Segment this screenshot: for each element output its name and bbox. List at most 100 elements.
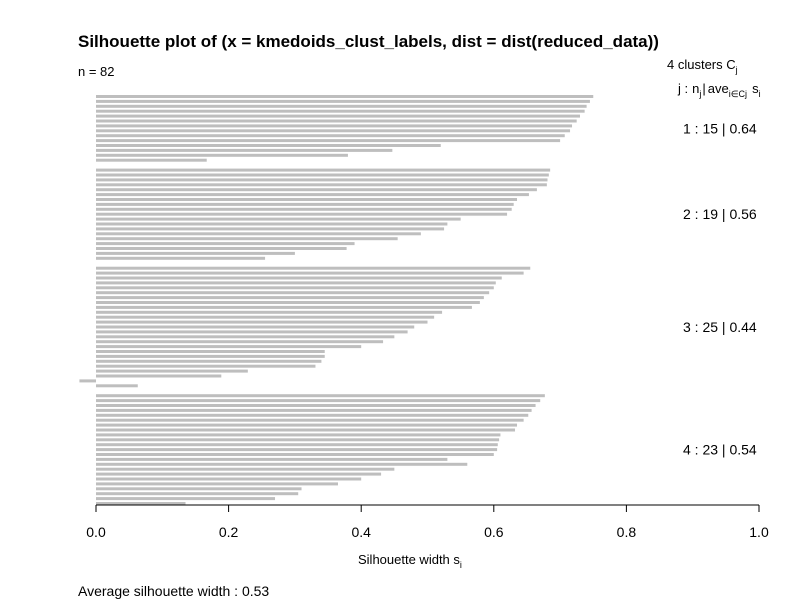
silhouette-bar-c1-11 xyxy=(96,144,441,147)
silhouette-bar-c1-1 xyxy=(96,95,594,98)
cluster-label-1: 1 : 15 | 0.64 xyxy=(683,120,757,136)
silhouette-bar-c2-7 xyxy=(96,198,518,201)
silhouette-bar-c3-9 xyxy=(96,305,472,309)
silhouette-bar-c3-15 xyxy=(96,335,395,339)
silhouette-bar-c4-23 xyxy=(96,502,186,505)
x-tick-label-4: 0.8 xyxy=(617,524,637,540)
silhouette-bar-c3-12 xyxy=(96,320,428,324)
silhouette-bar-c4-19 xyxy=(96,482,338,486)
silhouette-bar-c3-20 xyxy=(96,359,322,363)
silhouette-bar-c3-17 xyxy=(96,345,362,349)
silhouette-bar-c4-7 xyxy=(96,423,518,427)
silhouette-bar-c1-9 xyxy=(96,134,565,138)
silhouette-bar-c2-1 xyxy=(96,168,551,172)
legend-header-s: s xyxy=(752,81,759,96)
x-axis-label: Silhouette width si xyxy=(358,552,462,570)
silhouette-bar-c4-13 xyxy=(96,453,494,456)
silhouette-bar-c4-12 xyxy=(96,448,498,452)
silhouette-bar-c2-4 xyxy=(96,183,547,187)
silhouette-bar-c4-4 xyxy=(96,408,532,412)
x-tick-label-0: 0.0 xyxy=(86,524,106,540)
chart-title: Silhouette plot of (x = kmedoids_clust_l… xyxy=(78,32,659,51)
silhouette-bar-c4-1 xyxy=(96,394,545,398)
silhouette-bar-c1-6 xyxy=(96,119,577,123)
x-tick-label-2: 0.4 xyxy=(351,524,371,540)
x-axis: 0.0 0.2 0.4 0.6 0.8 1.0 xyxy=(86,504,769,540)
silhouette-bar-c3-19 xyxy=(96,354,325,358)
silhouette-bar-c4-2 xyxy=(96,399,541,403)
silhouette-bar-c2-16 xyxy=(96,242,355,246)
silhouette-bar-c4-22 xyxy=(96,497,276,501)
silhouette-bar-c2-19 xyxy=(96,256,266,260)
legend-header: j : nj| avei∈Cj si xyxy=(677,81,761,99)
silhouette-bar-c2-13 xyxy=(96,227,445,231)
silhouette-bar-c4-16 xyxy=(96,467,395,471)
silhouette-bar-c3-2 xyxy=(96,271,524,275)
silhouette-bar-c2-2 xyxy=(96,173,549,177)
x-axis-label-text: Silhouette width s xyxy=(358,552,460,567)
legend-header-j: j : xyxy=(677,81,688,96)
silhouette-bar-c3-4 xyxy=(96,281,496,285)
cluster-label-2: 2 : 19 | 0.56 xyxy=(683,206,757,222)
silhouette-bar-c3-22 xyxy=(96,369,248,373)
legend-header-ave: ave xyxy=(708,81,729,96)
silhouette-bar-c2-11 xyxy=(96,217,461,221)
silhouette-bar-c2-14 xyxy=(96,232,421,236)
silhouette-bar-c4-5 xyxy=(96,413,529,417)
silhouette-bar-c3-18 xyxy=(96,350,325,353)
x-axis-label-sub: i xyxy=(460,560,462,570)
x-tick-label-5: 1.0 xyxy=(749,524,769,540)
silhouette-bar-c1-5 xyxy=(96,114,580,118)
silhouette-bar-c4-18 xyxy=(96,477,362,481)
silhouette-bar-c1-2 xyxy=(96,99,590,103)
silhouette-bar-c3-8 xyxy=(96,301,480,304)
silhouette-bar-c4-17 xyxy=(96,472,382,476)
silhouette-bar-c3-23 xyxy=(96,374,222,378)
legend-header-s-sub: i xyxy=(759,89,761,99)
silhouette-bar-c3-21 xyxy=(96,364,316,368)
silhouette-bar-c3-5 xyxy=(96,286,494,290)
silhouette-bar-c4-11 xyxy=(96,443,498,447)
silhouette-bar-c1-7 xyxy=(96,124,573,128)
silhouette-bar-c3-16 xyxy=(96,340,384,344)
clusters-header-text: 4 clusters C xyxy=(667,57,736,72)
silhouette-bar-c4-21 xyxy=(96,492,299,496)
silhouette-bar-c3-7 xyxy=(96,296,484,300)
silhouette-bar-c3-11 xyxy=(96,315,435,319)
cluster-labels: 1 : 15 | 0.64 2 : 19 | 0.56 3 : 25 | 0.44 4… xyxy=(683,120,757,457)
legend-header-ave-sub: i∈Cj xyxy=(729,89,747,99)
silhouette-bar-c3-3 xyxy=(96,276,502,280)
silhouette-bar-c2-9 xyxy=(96,207,512,211)
silhouette-bar-c4-3 xyxy=(96,404,536,407)
silhouette-bar-c4-9 xyxy=(96,433,501,437)
silhouette-bar-c1-13 xyxy=(96,153,348,157)
clusters-header: 4 clusters Cj xyxy=(667,57,738,75)
silhouette-bar-c3-6 xyxy=(96,291,490,295)
n-label: n = 82 xyxy=(78,64,115,79)
silhouette-bar-c2-15 xyxy=(96,237,398,241)
silhouette-bar-c3-13 xyxy=(96,325,415,329)
silhouette-bar-c4-20 xyxy=(96,487,302,491)
silhouette-bar-c2-5 xyxy=(96,188,537,192)
cluster-label-4: 4 : 23 | 0.54 xyxy=(683,442,757,458)
silhouette-bar-c2-18 xyxy=(96,251,295,255)
silhouette-bar-c1-3 xyxy=(96,104,587,108)
legend-header-sep: | xyxy=(702,81,705,96)
x-tick-label-1: 0.2 xyxy=(219,524,239,540)
silhouette-bar-c3-24 xyxy=(79,379,96,383)
silhouette-bar-c2-8 xyxy=(96,202,514,206)
silhouette-bar-c4-6 xyxy=(96,418,524,422)
silhouette-bar-c2-6 xyxy=(96,193,529,197)
silhouette-bar-c2-12 xyxy=(96,222,448,226)
cluster-label-3: 3 : 25 | 0.44 xyxy=(683,319,757,335)
silhouette-bar-c4-10 xyxy=(96,438,500,442)
silhouette-bars xyxy=(79,95,594,505)
silhouette-bar-c3-10 xyxy=(96,310,443,314)
silhouette-bar-c1-4 xyxy=(96,109,585,113)
legend-header-n: n xyxy=(692,81,699,96)
silhouette-bar-c1-8 xyxy=(96,129,571,133)
silhouette-bar-c4-8 xyxy=(96,428,516,432)
silhouette-bar-c1-14 xyxy=(96,158,207,162)
silhouette-bar-c2-10 xyxy=(96,212,508,216)
